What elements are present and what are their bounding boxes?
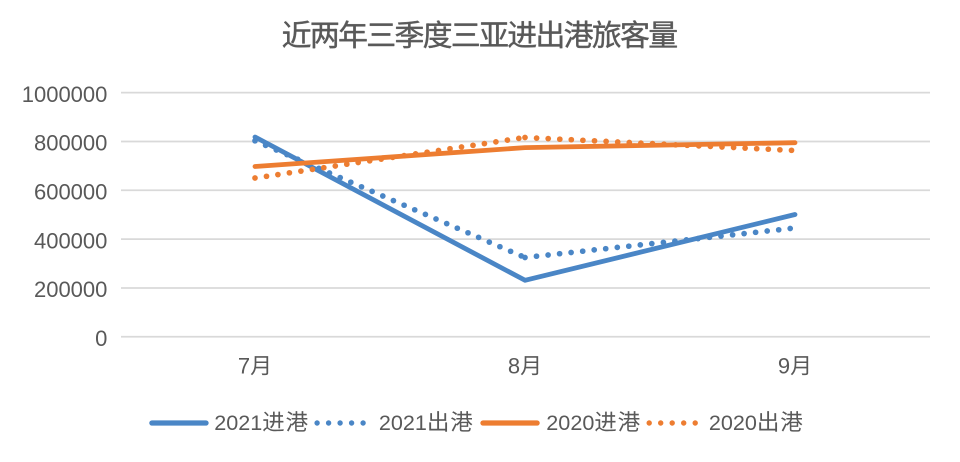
- svg-text:8: 8: [508, 354, 520, 379]
- svg-text:7: 7: [238, 354, 250, 379]
- svg-text:2021: 2021: [379, 410, 427, 435]
- svg-text:800000: 800000: [34, 131, 107, 156]
- svg-text:2021: 2021: [214, 410, 262, 435]
- svg-text:9: 9: [778, 354, 790, 379]
- svg-text:400000: 400000: [34, 228, 107, 253]
- svg-text:2020: 2020: [709, 410, 757, 435]
- svg-text:0: 0: [95, 326, 107, 351]
- svg-text:1000000: 1000000: [22, 82, 108, 107]
- svg-text:2020: 2020: [546, 410, 594, 435]
- svg-text:600000: 600000: [34, 179, 107, 204]
- svg-text:200000: 200000: [34, 277, 107, 302]
